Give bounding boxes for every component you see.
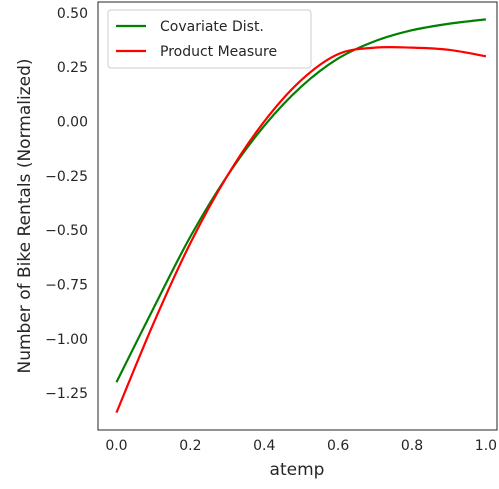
x-tick-label: 0.8 — [401, 438, 423, 454]
legend-box — [107, 9, 312, 69]
legend-label: Covariate Dist. — [160, 19, 264, 35]
x-tick-labels: 0.0 0.2 0.4 0.6 0.8 1.0 — [105, 438, 497, 454]
legend-label: Product Measure — [160, 44, 277, 60]
x-tick-label: 1.0 — [475, 438, 497, 454]
y-tick-labels: 0.50 0.25 0.00 −0.25 −0.50 −0.75 −1.00 −1.25 — [45, 6, 88, 402]
y-tick-label: −1.25 — [45, 386, 88, 402]
x-tick-label: 0.4 — [253, 438, 275, 454]
y-tick-label: −0.75 — [45, 277, 88, 293]
x-tick-label: 0.6 — [327, 438, 349, 454]
legend: Covariate Dist. Product Measure — [107, 9, 312, 69]
y-tick-label: −0.25 — [45, 169, 88, 185]
y-tick-label: 0.00 — [57, 114, 88, 130]
y-tick-label: −0.50 — [45, 223, 88, 239]
x-tick-label: 0.0 — [105, 438, 127, 454]
series-layer — [115, 18, 487, 414]
legend-entries: Covariate Dist. Product Measure — [116, 19, 277, 60]
series-line-covariate-dist — [115, 18, 487, 383]
y-tick-label: 0.50 — [57, 6, 88, 22]
y-axis-title: Number of Bike Rentals (Normalized) — [15, 59, 35, 374]
y-tick-label: 0.25 — [57, 60, 88, 76]
series-line-product-measure — [115, 45, 487, 414]
x-axis-title: atemp — [270, 460, 325, 480]
x-tick-label: 0.2 — [179, 438, 201, 454]
plot-frame — [97, 1, 498, 431]
y-tick-label: −1.00 — [45, 332, 88, 348]
